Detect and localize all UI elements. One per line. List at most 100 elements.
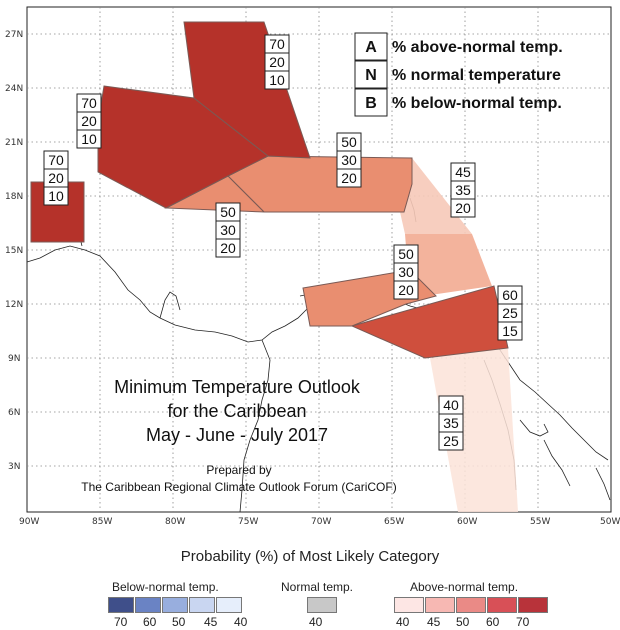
lon-tick-label: 65W — [384, 517, 404, 527]
label-trinidad: 60 25 15 — [497, 285, 523, 341]
lat-tick-label: 21N — [5, 138, 23, 148]
normal-value: 25 — [502, 305, 518, 321]
swatch-above-60 — [487, 597, 517, 613]
above-value: 50 — [220, 204, 236, 220]
region-labels: 70 20 10 70 20 10 70 20 10 50 30 20 — [43, 34, 523, 451]
lat-tick-label: 3N — [8, 462, 20, 472]
below-value: 20 — [220, 240, 236, 256]
swatch-normal-40 — [307, 597, 337, 613]
above-value: 70 — [269, 36, 285, 52]
region-guianas — [430, 348, 518, 512]
below-value: 15 — [502, 323, 518, 339]
title-line-3: May - June - July 2017 — [146, 425, 328, 445]
lon-tick-label: 50W — [600, 517, 620, 527]
key-letter-b: B — [365, 95, 377, 112]
swatch-below-70 — [108, 597, 134, 613]
above-group-title: Above-normal temp. — [410, 580, 519, 594]
title-line-2: for the Caribbean — [167, 401, 306, 421]
label-cuba: 70 20 10 — [76, 93, 102, 149]
probability-legend: Probability (%) of Most Likely Category … — [0, 540, 620, 630]
below-value-40: 40 — [234, 615, 248, 629]
above-value: 70 — [48, 152, 64, 168]
lon-tick-label: 60W — [457, 517, 477, 527]
above-value: 60 — [502, 287, 518, 303]
below-value-45: 45 — [204, 615, 218, 629]
below-value: 10 — [48, 188, 64, 204]
swatch-below-60 — [135, 597, 161, 613]
below-value: 10 — [269, 72, 285, 88]
swatch-above-50 — [456, 597, 486, 613]
forum-name: The Caribbean Regional Climate Outlook F… — [81, 480, 396, 494]
label-abc: 50 30 20 — [393, 244, 419, 300]
swatch-above-70 — [518, 597, 548, 613]
lat-tick-label: 27N — [5, 30, 23, 40]
below-value-60: 60 — [143, 615, 157, 629]
swatch-above-40 — [394, 597, 424, 613]
outlook-map: 27N 24N 21N 18N 15N 12N 9N 6N 3N 90W 85W… — [5, 6, 620, 527]
label-belize: 70 20 10 — [43, 150, 69, 206]
key-text-below: % below-normal temp. — [392, 95, 562, 112]
swatch-above-45 — [425, 597, 455, 613]
key-text-normal: % normal temperature — [392, 67, 561, 84]
key-text-above: % above-normal temp. — [392, 39, 563, 56]
below-value: 20 — [455, 200, 471, 216]
lon-tick-label: 80W — [165, 517, 185, 527]
normal-value-40: 40 — [309, 615, 323, 629]
region-bahamas — [183, 21, 311, 159]
lat-tick-label: 9N — [8, 354, 20, 364]
normal-group-title: Normal temp. — [281, 580, 354, 594]
normal-value: 20 — [81, 113, 97, 129]
lat-tick-label: 18N — [5, 192, 23, 202]
label-hispaniola: 50 30 20 — [336, 132, 362, 188]
lon-tick-label: 70W — [311, 517, 331, 527]
label-guianas: 40 35 25 — [438, 395, 464, 451]
label-jamaica: 50 30 20 — [215, 202, 241, 258]
normal-value: 30 — [341, 152, 357, 168]
lon-tick-label: 90W — [19, 517, 39, 527]
legend-title: Probability (%) of Most Likely Category — [180, 548, 440, 565]
below-value: 20 — [398, 282, 414, 298]
above-value-40: 40 — [396, 615, 410, 629]
above-value: 70 — [81, 95, 97, 111]
normal-value: 20 — [269, 54, 285, 70]
swatch-below-50 — [162, 597, 188, 613]
normal-value: 35 — [455, 182, 471, 198]
above-value: 50 — [398, 246, 414, 262]
region-trinidad-barbados — [350, 285, 509, 359]
lon-tick-label: 75W — [238, 517, 258, 527]
lat-tick-label: 24N — [5, 84, 23, 94]
key-letter-n: N — [365, 67, 377, 84]
above-value: 45 — [455, 164, 471, 180]
label-bahamas: 70 20 10 — [264, 34, 290, 90]
lon-tick-labels: 90W 85W 80W 75W 70W 65W 60W 55W 50W — [19, 517, 620, 527]
above-value-50: 50 — [456, 615, 470, 629]
category-key: A % above-normal temp. N % normal temper… — [354, 32, 563, 117]
prepared-by: Prepared by — [206, 463, 271, 477]
lon-tick-label: 55W — [530, 517, 550, 527]
above-value-60: 60 — [486, 615, 500, 629]
region-leeward-south — [405, 234, 492, 298]
normal-value: 20 — [48, 170, 64, 186]
lat-tick-label: 12N — [5, 300, 23, 310]
above-value-45: 45 — [427, 615, 441, 629]
normal-value: 30 — [220, 222, 236, 238]
below-group-title: Below-normal temp. — [112, 580, 219, 594]
label-leeward: 45 35 20 — [450, 162, 476, 218]
title-line-1: Minimum Temperature Outlook — [114, 377, 361, 397]
map-title: Minimum Temperature Outlook for the Cari… — [81, 377, 396, 494]
lat-tick-label: 15N — [5, 246, 23, 256]
below-value-70: 70 — [114, 615, 128, 629]
below-value: 10 — [81, 131, 97, 147]
below-value-50: 50 — [172, 615, 186, 629]
normal-value: 30 — [398, 264, 414, 280]
above-value-70: 70 — [516, 615, 530, 629]
lat-tick-label: 6N — [8, 408, 20, 418]
below-value: 25 — [443, 433, 459, 449]
below-value: 20 — [341, 170, 357, 186]
key-letter-a: A — [365, 39, 377, 56]
lon-tick-label: 85W — [92, 517, 112, 527]
swatch-below-45 — [189, 597, 215, 613]
above-value: 50 — [341, 134, 357, 150]
swatch-below-40 — [216, 597, 242, 613]
normal-value: 35 — [443, 415, 459, 431]
